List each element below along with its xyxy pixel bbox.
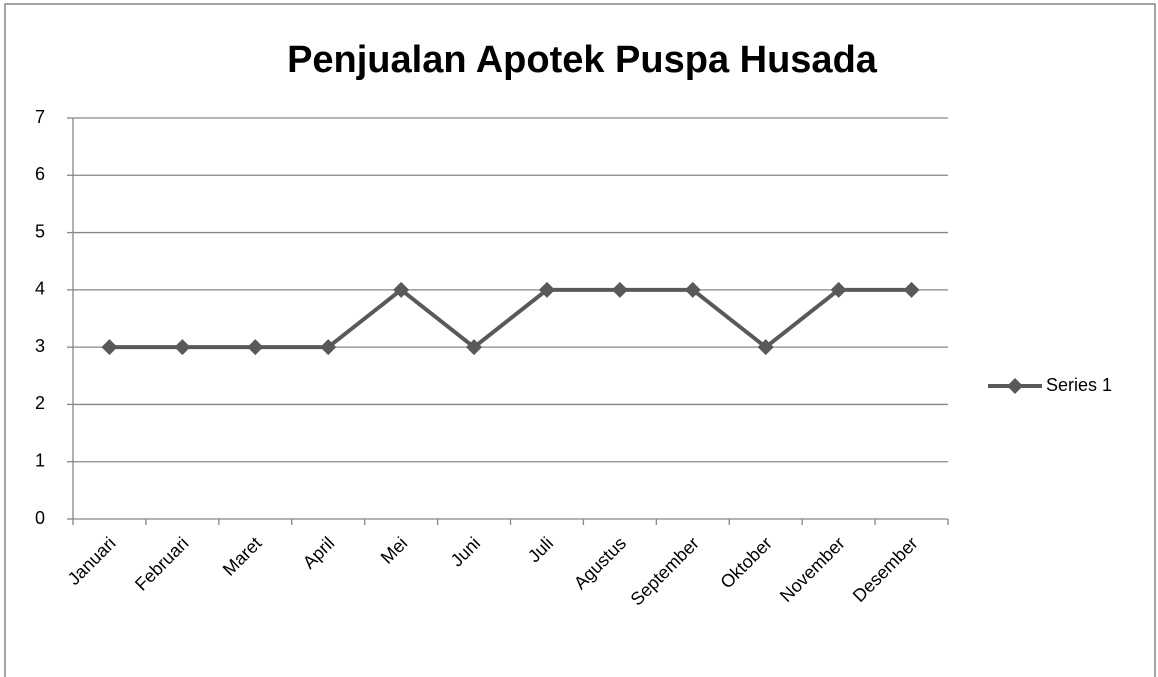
- point-marker: [247, 339, 264, 356]
- y-tick-label: 1: [35, 450, 45, 470]
- x-tick-label: Oktober: [716, 533, 775, 592]
- x-tick-label: Juni: [447, 533, 484, 570]
- point-marker: [830, 281, 847, 298]
- chart-border: [4, 3, 1156, 677]
- point-marker: [538, 281, 555, 298]
- y-tick-label: 2: [35, 393, 45, 413]
- x-tick-label: Mei: [377, 533, 412, 568]
- x-tick-label: November: [776, 533, 849, 606]
- point-marker: [611, 281, 628, 298]
- point-marker: [393, 281, 410, 298]
- x-tick-label: Januari: [64, 533, 120, 589]
- y-tick-label: 6: [35, 164, 45, 184]
- y-tick-label: 0: [35, 508, 45, 528]
- series-line: [109, 287, 912, 350]
- legend-marker: [1007, 378, 1023, 394]
- y-tick-label: 5: [35, 221, 45, 241]
- x-tick-label: September: [627, 533, 703, 609]
- x-tick-label: Desember: [849, 533, 922, 606]
- y-tick-label: 7: [35, 107, 45, 127]
- legend-label: Series 1: [1046, 375, 1112, 395]
- x-tick-label: Juli: [524, 533, 557, 566]
- point-marker: [174, 339, 191, 356]
- point-marker: [684, 281, 701, 298]
- x-tick-label: April: [299, 533, 339, 573]
- x-tick-label: Februari: [131, 533, 193, 595]
- point-marker: [320, 339, 337, 356]
- point-marker: [757, 339, 774, 356]
- point-marker: [466, 339, 483, 356]
- point-marker: [101, 339, 118, 356]
- x-tick-label: Maret: [219, 533, 266, 580]
- x-tick-label: Agustus: [570, 533, 630, 593]
- y-tick-label: 3: [35, 336, 45, 356]
- chart-title: Penjualan Apotek Puspa Husada: [287, 39, 878, 81]
- y-tick-label: 4: [35, 279, 45, 299]
- point-marker: [903, 281, 920, 298]
